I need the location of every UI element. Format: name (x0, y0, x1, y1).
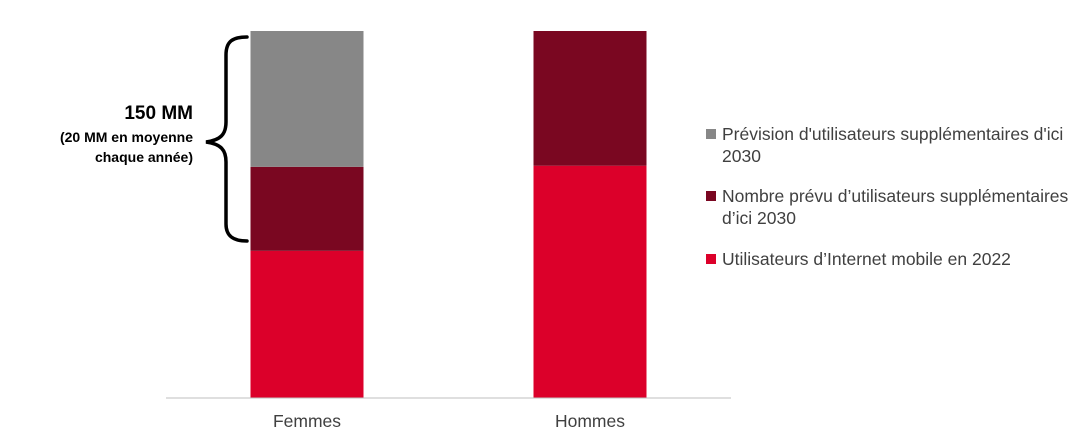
annotation: 150 MM (20 MM en moyenne chaque année) (10, 102, 193, 166)
legend-item-users-2022: Utilisateurs d’Internet mobile en 2022 (706, 248, 1076, 270)
bar-femmes-forecast-additional (250, 31, 364, 167)
legend-item-forecast: Prévision d'utilisateurs supplémentaires… (706, 123, 1076, 167)
legend-label-forecast: Prévision d'utilisateurs supplémentaires… (722, 124, 1064, 166)
legend-swatch-expected (706, 191, 716, 201)
x-tick-label-hommes: Hommes (555, 411, 625, 431)
legend: Prévision d'utilisateurs supplémentaires… (706, 123, 1076, 288)
legend-label-users-2022: Utilisateurs d’Internet mobile en 2022 (722, 249, 1011, 269)
annotation-title: 150 MM (124, 103, 193, 124)
legend-swatch-users-2022 (706, 254, 716, 264)
bars-group (250, 31, 647, 398)
bar-femmes-users-2022 (250, 250, 364, 398)
bar-hommes-expected-additional (533, 31, 647, 166)
legend-label-expected: Nombre prévu d’utilisateurs supplémentai… (722, 186, 1069, 228)
bar-femmes-expected-additional (250, 166, 364, 251)
x-tick-labels: Femmes Hommes (273, 411, 625, 431)
bar-hommes-users-2022 (533, 165, 647, 398)
x-tick-label-femmes: Femmes (273, 411, 341, 431)
annotation-subtitle-line2: chaque année) (94, 149, 193, 165)
annotation-subtitle-line1: (20 MM en moyenne (59, 129, 193, 145)
legend-item-expected: Nombre prévu d’utilisateurs supplémentai… (706, 185, 1076, 229)
curly-brace-icon (205, 35, 249, 243)
legend-swatch-forecast (706, 129, 716, 139)
